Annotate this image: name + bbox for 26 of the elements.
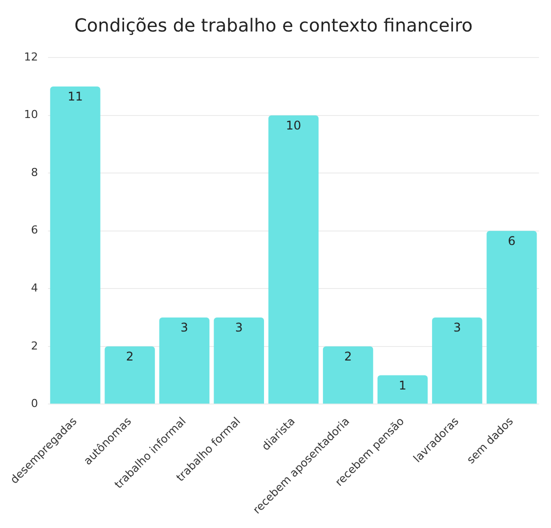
data-label: 3 bbox=[180, 320, 188, 335]
y-tick-label: 2 bbox=[30, 339, 38, 352]
data-label: 11 bbox=[68, 90, 83, 104]
data-label: 2 bbox=[126, 350, 134, 364]
bar bbox=[50, 86, 100, 404]
y-tick-label: 6 bbox=[30, 224, 38, 237]
data-label: 3 bbox=[235, 320, 243, 335]
bar bbox=[104, 346, 155, 404]
y-tick-label: 10 bbox=[24, 108, 38, 122]
data-label: 6 bbox=[508, 234, 516, 248]
bar bbox=[378, 375, 428, 404]
y-tick-label: 12 bbox=[24, 50, 38, 64]
data-label: 2 bbox=[344, 350, 352, 364]
data-label: 10 bbox=[286, 118, 302, 132]
y-tick-label: 4 bbox=[30, 281, 38, 294]
chart-title: Condições de trabalho e contexto financeiro bbox=[74, 15, 473, 36]
bar bbox=[322, 346, 374, 404]
y-tick-label: 0 bbox=[30, 397, 38, 410]
bar bbox=[432, 318, 482, 404]
bar bbox=[159, 318, 210, 404]
bar bbox=[214, 318, 264, 404]
bar bbox=[268, 115, 319, 404]
data-label: 3 bbox=[453, 320, 461, 335]
bar bbox=[486, 230, 537, 404]
data-label: 1 bbox=[398, 378, 406, 392]
y-tick-label: 8 bbox=[30, 166, 38, 179]
